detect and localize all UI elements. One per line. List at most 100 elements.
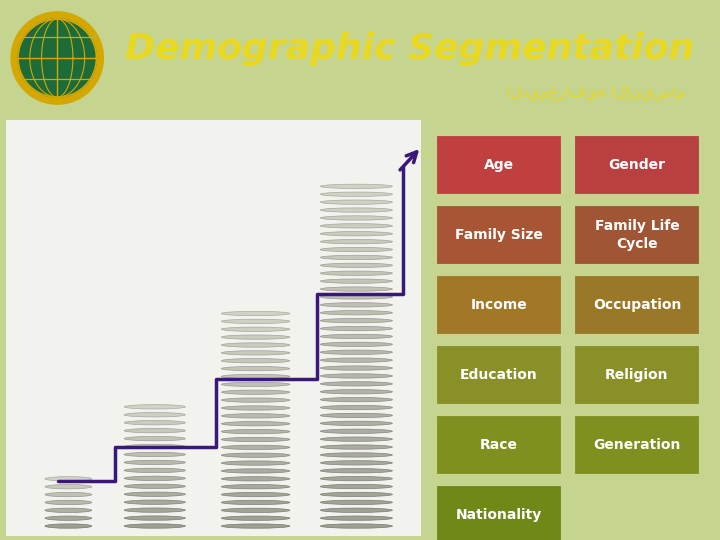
FancyBboxPatch shape: [435, 414, 563, 476]
Ellipse shape: [320, 524, 392, 528]
Ellipse shape: [320, 303, 392, 307]
Bar: [6, 120, 421, 536]
Ellipse shape: [222, 484, 289, 489]
Ellipse shape: [320, 413, 392, 417]
Ellipse shape: [222, 516, 289, 521]
Text: Generation: Generation: [593, 438, 680, 452]
FancyBboxPatch shape: [573, 204, 701, 266]
Ellipse shape: [222, 319, 289, 323]
Text: Occupation: Occupation: [593, 298, 681, 312]
Text: Demographic Segmentation: Demographic Segmentation: [125, 32, 694, 66]
Ellipse shape: [125, 453, 186, 457]
Ellipse shape: [45, 484, 92, 489]
Ellipse shape: [45, 524, 92, 528]
Ellipse shape: [125, 524, 186, 528]
FancyBboxPatch shape: [435, 274, 563, 336]
Ellipse shape: [320, 366, 392, 370]
Ellipse shape: [320, 397, 392, 402]
Ellipse shape: [320, 326, 392, 330]
Ellipse shape: [125, 436, 186, 441]
Ellipse shape: [320, 208, 392, 212]
Ellipse shape: [125, 460, 186, 464]
Text: الديمغرافية الإنقسام: الديمغرافية الإنقسام: [505, 85, 685, 100]
Ellipse shape: [125, 476, 186, 481]
Ellipse shape: [320, 279, 392, 284]
Ellipse shape: [320, 445, 392, 449]
Ellipse shape: [222, 453, 289, 457]
Ellipse shape: [222, 359, 289, 363]
Ellipse shape: [222, 422, 289, 426]
Ellipse shape: [320, 389, 392, 394]
Ellipse shape: [222, 492, 289, 497]
FancyBboxPatch shape: [573, 134, 701, 196]
Ellipse shape: [320, 232, 392, 236]
Ellipse shape: [320, 350, 392, 354]
FancyBboxPatch shape: [573, 414, 701, 476]
Ellipse shape: [320, 476, 392, 481]
Text: Income: Income: [471, 298, 527, 312]
Ellipse shape: [320, 239, 392, 244]
Ellipse shape: [320, 421, 392, 426]
Ellipse shape: [320, 461, 392, 465]
Ellipse shape: [125, 444, 186, 449]
Ellipse shape: [222, 374, 289, 379]
Ellipse shape: [320, 271, 392, 275]
Ellipse shape: [125, 516, 186, 520]
Ellipse shape: [222, 469, 289, 473]
Ellipse shape: [222, 335, 289, 339]
Ellipse shape: [45, 477, 92, 481]
Ellipse shape: [320, 406, 392, 410]
Text: Nationality: Nationality: [456, 508, 542, 522]
Text: Religion: Religion: [606, 368, 669, 382]
Ellipse shape: [222, 524, 289, 528]
FancyBboxPatch shape: [435, 134, 563, 196]
Ellipse shape: [45, 516, 92, 521]
Circle shape: [11, 12, 104, 104]
Ellipse shape: [125, 508, 186, 512]
Ellipse shape: [45, 500, 92, 504]
Ellipse shape: [320, 453, 392, 457]
Text: Race: Race: [480, 438, 518, 452]
Ellipse shape: [222, 429, 289, 434]
Ellipse shape: [222, 343, 289, 347]
Ellipse shape: [320, 342, 392, 347]
FancyBboxPatch shape: [435, 204, 563, 266]
FancyBboxPatch shape: [435, 344, 563, 406]
Ellipse shape: [320, 287, 392, 291]
Ellipse shape: [320, 437, 392, 441]
Ellipse shape: [320, 469, 392, 473]
Ellipse shape: [320, 184, 392, 188]
Text: Family Life
Cycle: Family Life Cycle: [595, 219, 680, 251]
Text: Education: Education: [460, 368, 538, 382]
Ellipse shape: [320, 334, 392, 339]
Text: Family Size: Family Size: [455, 228, 543, 242]
FancyBboxPatch shape: [573, 344, 701, 406]
Ellipse shape: [320, 516, 392, 521]
Text: Age: Age: [484, 158, 514, 172]
Ellipse shape: [320, 263, 392, 267]
Ellipse shape: [320, 319, 392, 323]
Ellipse shape: [222, 350, 289, 355]
Ellipse shape: [125, 413, 186, 417]
FancyBboxPatch shape: [573, 274, 701, 336]
Ellipse shape: [320, 484, 392, 489]
Ellipse shape: [320, 310, 392, 315]
Ellipse shape: [125, 468, 186, 472]
Ellipse shape: [320, 358, 392, 362]
FancyBboxPatch shape: [435, 484, 563, 540]
Ellipse shape: [222, 437, 289, 442]
Ellipse shape: [222, 390, 289, 394]
Ellipse shape: [320, 200, 392, 204]
Ellipse shape: [320, 295, 392, 299]
Ellipse shape: [222, 500, 289, 504]
Circle shape: [18, 19, 96, 97]
Ellipse shape: [125, 428, 186, 433]
Ellipse shape: [222, 327, 289, 332]
Ellipse shape: [222, 406, 289, 410]
Ellipse shape: [320, 429, 392, 434]
Ellipse shape: [320, 492, 392, 497]
Ellipse shape: [222, 508, 289, 512]
Ellipse shape: [125, 492, 186, 496]
Ellipse shape: [45, 492, 92, 497]
Ellipse shape: [222, 414, 289, 418]
